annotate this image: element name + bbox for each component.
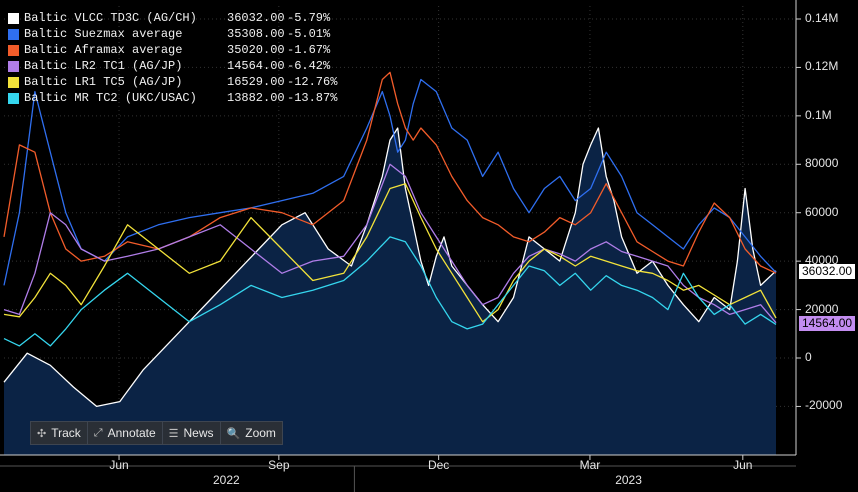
track-label: Track: [51, 426, 81, 440]
legend-series-name: Baltic Suezmax average: [24, 27, 183, 41]
legend-series-name: Baltic LR1 TC5 (AG/JP): [24, 75, 183, 89]
y-tick-label: 0.14M: [805, 11, 839, 25]
legend-swatch: [8, 76, 19, 88]
legend-series-last: 13882.00: [227, 91, 285, 105]
legend-item: Baltic VLCC TD3C (AG/CH) 36032.00 -5.79%: [8, 10, 337, 26]
legend-series-name: Baltic MR TC2 (UKC/USAC): [24, 91, 197, 105]
zoom-button[interactable]: 🔍 Zoom: [221, 422, 282, 444]
legend-swatch: [8, 28, 19, 40]
legend-series-change: -6.42%: [287, 59, 331, 73]
annotate-button[interactable]: ⤢ Annotate: [88, 422, 163, 444]
zoom-icon: 🔍: [226, 427, 241, 440]
legend-item: Baltic Suezmax average 35308.00 -5.01%: [8, 26, 337, 42]
legend-series-change: -1.67%: [287, 43, 331, 57]
news-button[interactable]: ☰ News: [163, 422, 221, 444]
news-icon: ☰: [168, 427, 179, 440]
series-area: [4, 128, 776, 455]
legend-swatch: [8, 44, 19, 56]
x-tick-label: Sep: [268, 458, 290, 472]
y-tick-label: -20000: [805, 398, 843, 413]
legend-series-last: 36032.00: [227, 11, 285, 25]
news-label: News: [183, 426, 214, 440]
legend-series-last: 35020.00: [227, 43, 285, 57]
chart-toolbar: ✣ Track ⤢ Annotate ☰ News 🔍 Zoom: [30, 421, 283, 445]
legend: Baltic VLCC TD3C (AG/CH) 36032.00 -5.79% Ba…: [8, 10, 337, 106]
legend-series-last: 16529.00: [227, 75, 285, 89]
legend-item: Baltic MR TC2 (UKC/USAC) 13882.00 -13.87%: [8, 90, 337, 106]
y-tick-label: 20000: [805, 301, 839, 316]
year-label: 2022: [212, 473, 240, 487]
y-tick-label: 80000: [805, 156, 839, 171]
vlcc-area-fill: [4, 128, 776, 455]
legend-series-change: -5.79%: [287, 11, 331, 25]
legend-series-name: Baltic VLCC TD3C (AG/CH): [24, 11, 197, 25]
series-line: [3, 183, 777, 323]
track-button[interactable]: ✣ Track: [31, 422, 88, 444]
legend-item: Baltic Aframax average 35020.00 -1.67%: [8, 42, 337, 58]
y-tick-label: 60000: [805, 204, 839, 219]
legend-series-name: Baltic Aframax average: [24, 43, 183, 57]
legend-swatch: [8, 92, 19, 104]
series-lines: [3, 71, 777, 408]
legend-series-change: -12.76%: [287, 75, 338, 89]
last-value-tag: 14564.00: [799, 315, 856, 331]
x-tick-label: Jun: [109, 458, 129, 472]
y-tick-label: 0.1M: [805, 107, 832, 122]
legend-series-last: 35308.00: [227, 27, 285, 41]
series-line: [3, 71, 777, 274]
x-tick-label: Mar: [579, 458, 601, 472]
last-value-tag: 36032.00: [799, 263, 856, 279]
y-tick-label: 0.12M: [805, 59, 839, 74]
y-tick-label: 40000: [805, 253, 839, 268]
series-line: [3, 236, 777, 347]
legend-series-name: Baltic LR2 TC1 (AG/JP): [24, 59, 183, 73]
legend-series-change: -5.01%: [287, 27, 331, 41]
year-label: 2023: [615, 473, 642, 487]
annotate-label: Annotate: [107, 426, 156, 440]
legend-item: Baltic LR2 TC1 (AG/JP) 14564.00 -6.42%: [8, 58, 337, 74]
legend-series-change: -13.87%: [287, 91, 338, 105]
x-tick-label: Dec: [427, 458, 450, 472]
crosshair-icon: ✣: [37, 427, 47, 440]
x-tick-label: Jun: [733, 458, 753, 472]
axes: [0, 0, 801, 492]
legend-swatch: [8, 60, 19, 72]
legend-item: Baltic LR1 TC5 (AG/JP) 16529.00 -12.76%: [8, 74, 337, 90]
legend-swatch: [8, 12, 19, 24]
annotate-icon: ⤢: [93, 426, 103, 439]
zoom-label: Zoom: [245, 426, 276, 440]
y-tick-label: 0: [805, 350, 812, 364]
series-line: [3, 127, 777, 408]
series-line: [3, 163, 777, 324]
legend-series-last: 14564.00: [227, 59, 285, 73]
